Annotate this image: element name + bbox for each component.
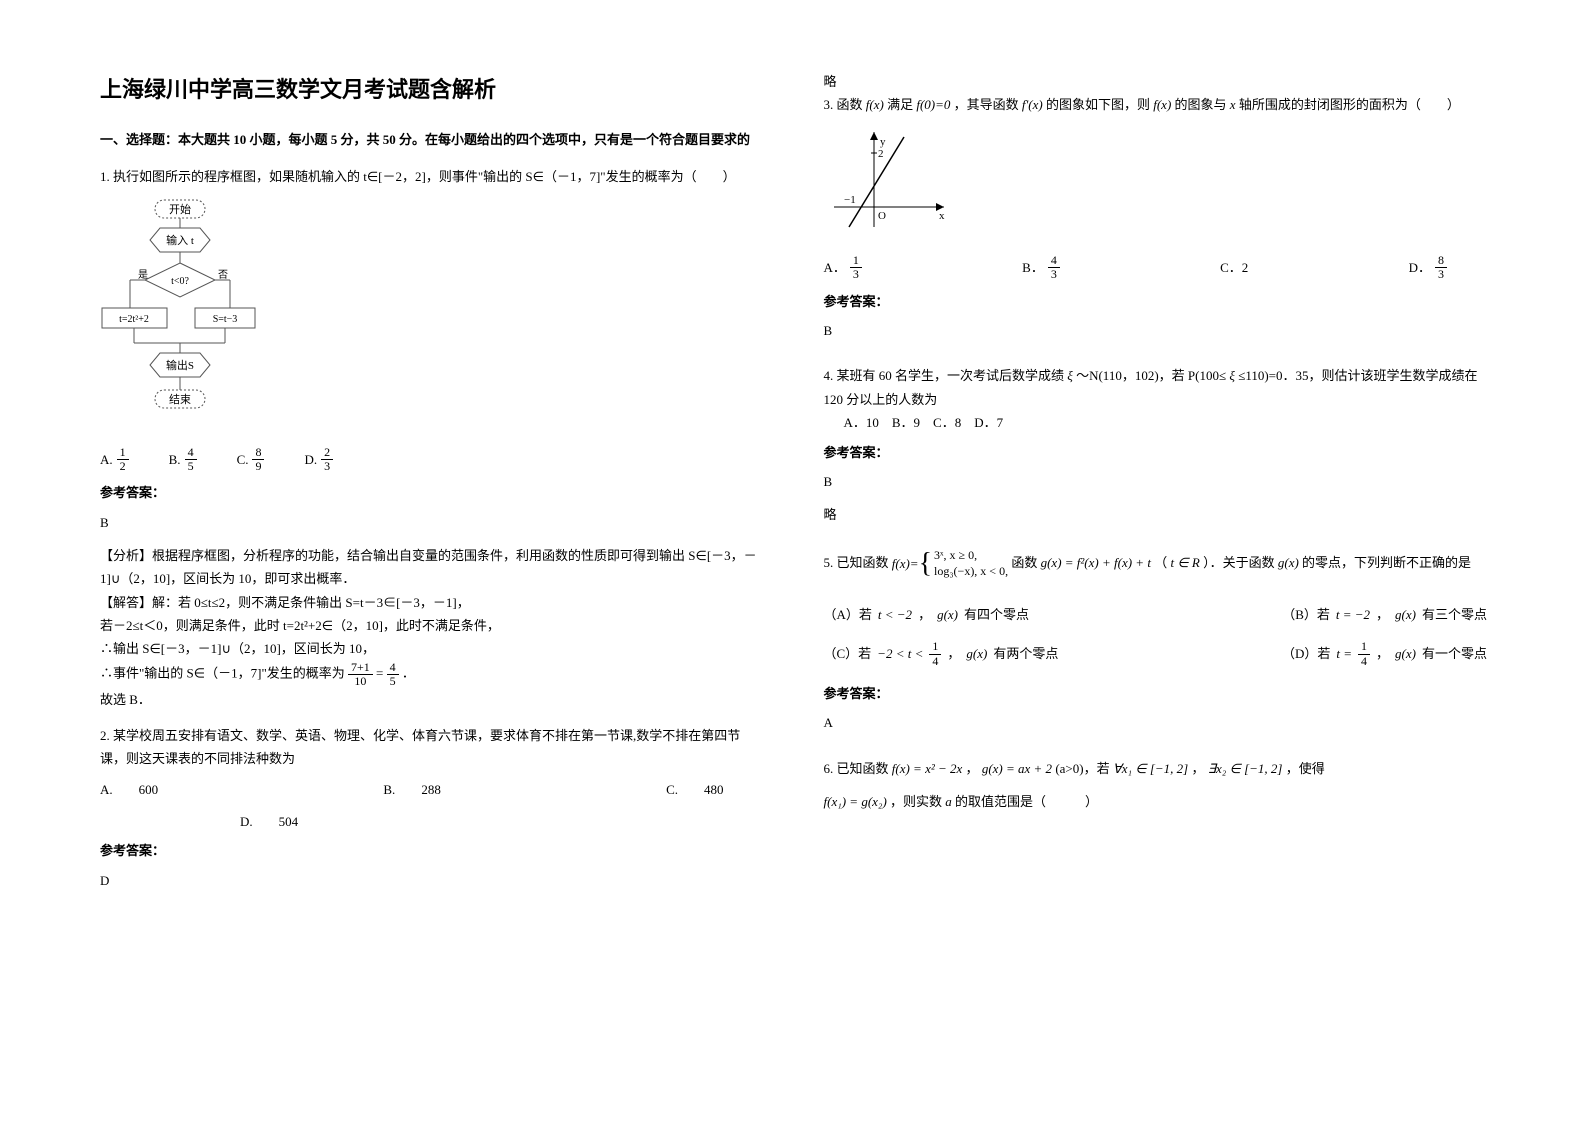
q1-optD: D.23 [304, 446, 333, 473]
q3-optA: A．13 [824, 254, 862, 281]
page-title: 上海绿川中学高三数学文月考试题含解析 [100, 70, 764, 110]
q2-answer: D [100, 869, 764, 892]
q3-graph: y x O −1 2 [824, 127, 1488, 244]
section1-heading: 一、选择题：本大题共 10 小题，每小题 5 分，共 50 分。在每小题给出的四… [100, 128, 764, 151]
q3-optC: C．2 [1220, 254, 1248, 281]
flowchart-right: S=t−3 [213, 314, 238, 325]
q6-text-line2: f(x₁) = g(x₂) ，则实数 a 的取值范围是（ ） [824, 790, 1488, 813]
q1-text: 1. 执行如图所示的程序框图，如果随机输入的 t∈[－2，2]，则事件"输出的 … [100, 165, 764, 188]
q4-answer: B [824, 470, 1488, 493]
graph-x-label: x [939, 210, 945, 222]
question-2: 2. 某学校周五安排有语文、数学、英语、物理、化学、体育六节课，要求体育不排在第… [100, 724, 764, 902]
q1-options: A.12 B.45 C.89 D.23 [100, 446, 764, 473]
q2-options-row2: D. 504 [100, 810, 764, 833]
flowchart-end: 结束 [169, 393, 191, 406]
q5-answer-label: 参考答案： [824, 682, 1488, 705]
flowchart-cond: t<0? [171, 276, 189, 287]
q3-answer: B [824, 319, 1488, 342]
flowchart-no: 否 [218, 269, 228, 281]
graph-y-label: y [880, 136, 886, 148]
q1-solve: 【解答】解：若 0≤t≤2，则不满足条件输出 S=t－3∈[－3，－1]， [100, 591, 764, 614]
q4-answer-label: 参考答案： [824, 441, 1488, 464]
piecewise-fn: f(x)= { 3ˣ, x ≥ 0, log₃(−x), x < 0, [892, 539, 1008, 589]
flowchart-output: 输出S [166, 358, 194, 372]
question-1: 1. 执行如图所示的程序框图，如果随机输入的 t∈[－2，2]，则事件"输出的 … [100, 165, 764, 712]
flowchart-input: 输入 t [166, 233, 194, 247]
q5-text: 5. 已知函数 f(x)= { 3ˣ, x ≥ 0, log₃(−x), x <… [824, 539, 1488, 589]
q1-optC: C.89 [237, 446, 265, 473]
q1-answer: B [100, 511, 764, 534]
q3-optB: B．43 [1022, 254, 1060, 281]
graph-origin: O [878, 210, 886, 222]
q3-optD: D．83 [1409, 254, 1447, 281]
q5-opts-row1: （A）若 t < −2 ， g(x) 有四个零点 （B）若 t = −2 ， g… [824, 603, 1488, 626]
q4-text: 4. 某班有 60 名学生，一次考试后数学成绩 ξ ～N(110，102)，若 … [824, 364, 1488, 411]
question-5: 5. 已知函数 f(x)= { 3ˣ, x ≥ 0, log₃(−x), x <… [824, 539, 1488, 745]
q1-answer-label: 参考答案： [100, 481, 764, 504]
q1-optB: B.45 [169, 446, 197, 473]
graph-x-left: −1 [844, 194, 856, 206]
q2-options-row1: A. 600 B. 288 C. 480 [100, 778, 764, 801]
question-4: 4. 某班有 60 名学生，一次考试后数学成绩 ξ ～N(110，102)，若 … [824, 364, 1488, 526]
right-column: 略 3. 函数 f(x) 满足 f(0)=0 ，其导函数 f'(x) 的图象如下… [824, 70, 1488, 1052]
q3-text: 3. 函数 f(x) 满足 f(0)=0 ，其导函数 f'(x) 的图象如下图，… [824, 93, 1488, 116]
q2-optC: C. 480 [666, 778, 723, 801]
q4-options: A．10 B．9 C．8 D．7 [824, 411, 1488, 434]
flowchart-yes: 是 [138, 269, 148, 281]
flowchart-start: 开始 [169, 202, 191, 216]
q2-skip: 略 [824, 70, 1488, 93]
q5-opts-row2: （C）若 −2 < t < 14 ， g(x) 有两个零点 （D）若 t = 1… [824, 640, 1488, 667]
left-column: 上海绿川中学高三数学文月考试题含解析 一、选择题：本大题共 10 小题，每小题 … [100, 70, 764, 1052]
question-6: 6. 已知函数 f(x) = x² − 2x ， g(x) = ax + 2 (… [824, 757, 1488, 814]
q5-optD: （D）若 t = 14 ， g(x) 有一个零点 [1282, 640, 1487, 667]
flowchart-diagram: 开始 输入 t t<0? 是 否 t=2t²+2 S=t−3 输出S [100, 198, 764, 435]
q1-solve5: 故选 B． [100, 688, 764, 711]
q1-solve3: ∴输出 S∈[－3，－1]∪（2，10]，区间长为 10， [100, 637, 764, 660]
q1-solve4: ∴事件"输出的 S∈（－1，7]"发生的概率为 7+110 = 45 ． [100, 661, 764, 688]
q2-optD: D. 504 [240, 814, 298, 829]
q2-optA: A. 600 [100, 778, 158, 801]
q1-optA: A.12 [100, 446, 129, 473]
q2-optB: B. 288 [383, 778, 440, 801]
q5-optB: （B）若 t = −2 ， g(x) 有三个零点 [1282, 603, 1487, 626]
q5-optA: （A）若 t < −2 ， g(x) 有四个零点 [824, 603, 1030, 626]
q3-options: A．13 B．43 C．2 D．83 [824, 254, 1488, 281]
q2-text: 2. 某学校周五安排有语文、数学、英语、物理、化学、体育六节课，要求体育不排在第… [100, 724, 764, 771]
q5-answer: A [824, 711, 1488, 734]
q6-text-line1: 6. 已知函数 f(x) = x² − 2x ， g(x) = ax + 2 (… [824, 757, 1488, 780]
graph-y-top: 2 [878, 148, 884, 160]
q5-optC: （C）若 −2 < t < 14 ， g(x) 有两个零点 [824, 640, 1059, 667]
q1-analysis: 【分析】根据程序框图，分析程序的功能，结合输出自变量的范围条件，利用函数的性质即… [100, 544, 764, 591]
q2-answer-label: 参考答案： [100, 839, 764, 862]
question-3: 3. 函数 f(x) 满足 f(0)=0 ，其导函数 f'(x) 的图象如下图，… [824, 93, 1488, 352]
flowchart-left: t=2t²+2 [119, 314, 149, 325]
q3-answer-label: 参考答案： [824, 290, 1488, 313]
q1-solve2: 若－2≤t＜0，则满足条件，此时 t=2t²+2∈（2，10]，此时不满足条件， [100, 614, 764, 637]
q4-skip: 略 [824, 503, 1488, 526]
